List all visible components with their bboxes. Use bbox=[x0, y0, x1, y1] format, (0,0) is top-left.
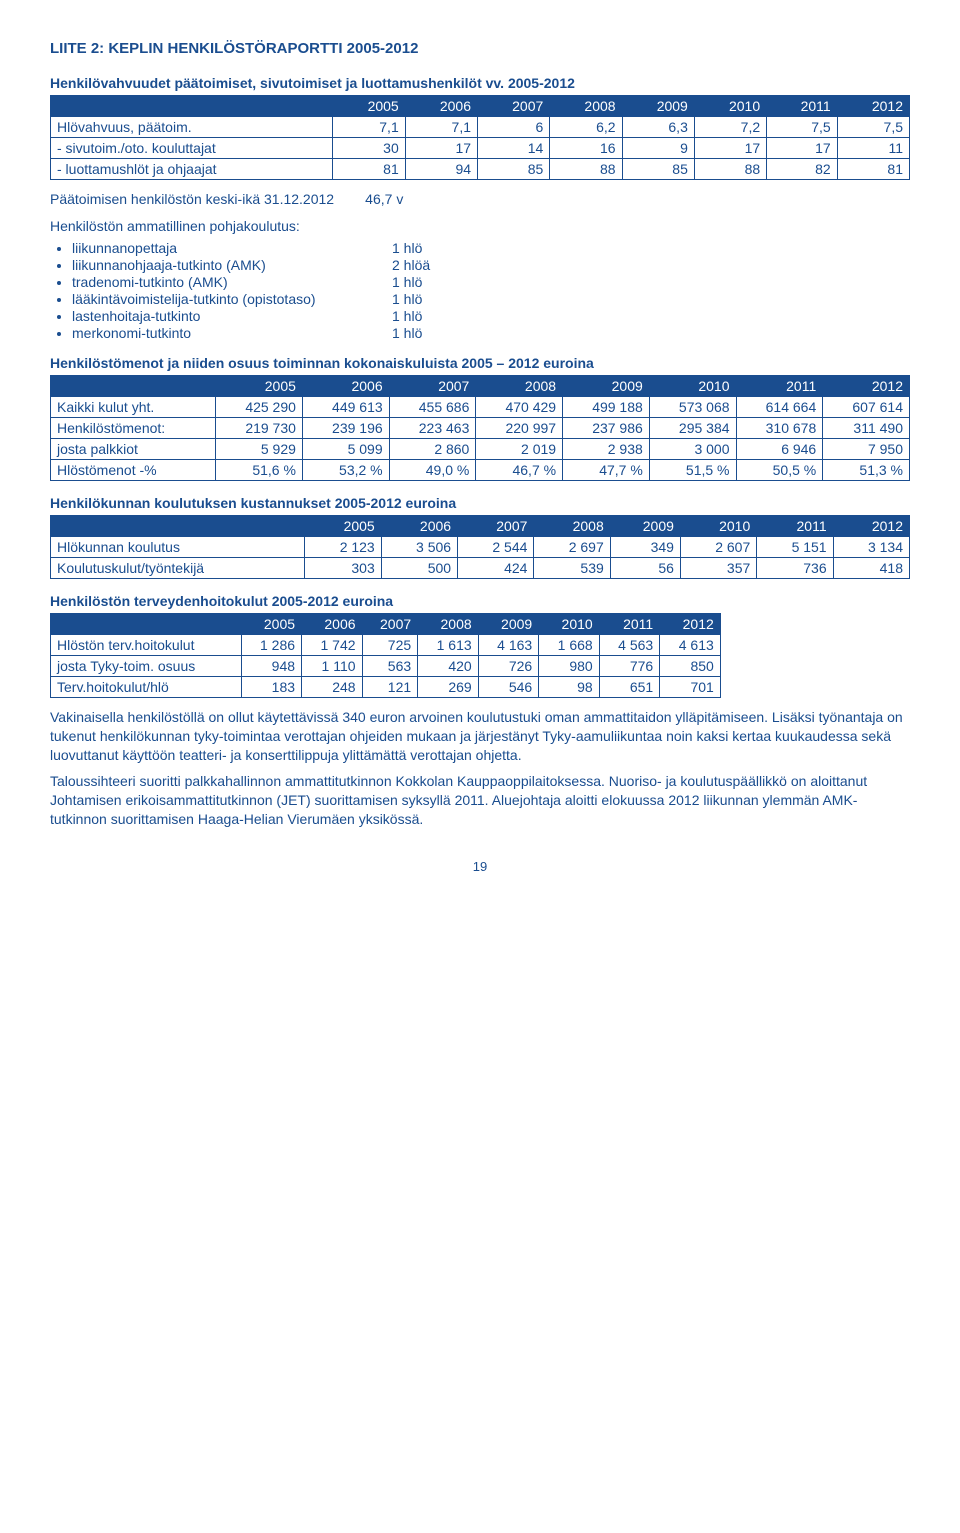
t1-r0-l: Hlövahvuus, päätoim. bbox=[51, 117, 333, 138]
list-item: merkonomi-tutkinto1 hlö bbox=[72, 325, 910, 341]
table-row: josta palkkiot5 9295 0992 8602 0192 9383… bbox=[51, 438, 910, 459]
list-item: liikunnanopettaja1 hlö bbox=[72, 240, 910, 256]
t1-y2: 2007 bbox=[478, 96, 550, 117]
table-row: Henkilöstömenot:219 730239 196223 463220… bbox=[51, 417, 910, 438]
table-row: Hlövahvuus, päätoim. 7,17,166,26,37,27,5… bbox=[51, 117, 910, 138]
t1-y4: 2009 bbox=[622, 96, 694, 117]
t1: 2005 2006 2007 2008 2009 2010 2011 2012 … bbox=[50, 95, 910, 180]
t1-caption: Henkilövahvuudet päätoimiset, sivutoimis… bbox=[50, 75, 910, 91]
t4-caption: Henkilöstön terveydenhoitokulut 2005-201… bbox=[50, 593, 910, 609]
pohja-caption: Henkilöstön ammatillinen pohjakoulutus: bbox=[50, 217, 910, 236]
table-row: Hlöstömenot -%51,6 %53,2 %49,0 %46,7 %47… bbox=[51, 459, 910, 480]
page-number: 19 bbox=[50, 859, 910, 874]
t2-caption: Henkilöstömenot ja niiden osuus toiminna… bbox=[50, 355, 910, 371]
t4: 20052006200720082009201020112012 Hlöstön… bbox=[50, 613, 721, 698]
table-row: - sivutoim./oto. kouluttajat 30171416917… bbox=[51, 138, 910, 159]
list-item: tradenomi-tutkinto (AMK)1 hlö bbox=[72, 274, 910, 290]
table-row: Kaikki kulut yht.425 290449 613455 68647… bbox=[51, 396, 910, 417]
keski-ika: Päätoimisen henkilöstön keski-ikä 31.12.… bbox=[50, 190, 910, 209]
list-item: lastenhoitaja-tutkinto1 hlö bbox=[72, 308, 910, 324]
t1-r2-l: - luottamushlöt ja ohjaajat bbox=[51, 159, 333, 180]
table-row: Hlökunnan koulutus2 1233 5062 5442 69734… bbox=[51, 536, 910, 557]
table-row: Terv.hoitokulut/hlö183248121269546986517… bbox=[51, 676, 721, 697]
t1-y5: 2010 bbox=[694, 96, 766, 117]
list-item: lääkintävoimistelija-tutkinto (opistotas… bbox=[72, 291, 910, 307]
table-row: Hlöstön terv.hoitokulut1 2861 7427251 61… bbox=[51, 634, 721, 655]
para-2: Taloussihteeri suoritti palkkahallinnon … bbox=[50, 772, 910, 829]
t3-caption: Henkilökunnan koulutuksen kustannukset 2… bbox=[50, 495, 910, 511]
t2: 20052006200720082009201020112012 Kaikki … bbox=[50, 375, 910, 481]
t1-y0: 2005 bbox=[333, 96, 405, 117]
para-1: Vakinaisella henkilöstöllä on ollut käyt… bbox=[50, 708, 910, 765]
table-row: - luottamushlöt ja ohjaajat 819485888588… bbox=[51, 159, 910, 180]
t1-y3: 2008 bbox=[550, 96, 622, 117]
t1-y1: 2006 bbox=[405, 96, 477, 117]
pohja-list: liikunnanopettaja1 hlö liikunnanohjaaja-… bbox=[50, 240, 910, 341]
t1-y7: 2012 bbox=[837, 96, 909, 117]
page-title: LIITE 2: KEPLIN HENKILÖSTÖRAPORTTI 2005-… bbox=[50, 40, 910, 57]
t1-r1-l: - sivutoim./oto. kouluttajat bbox=[51, 138, 333, 159]
t3: 20052006200720082009201020112012 Hlökunn… bbox=[50, 515, 910, 579]
t1-y6: 2011 bbox=[767, 96, 838, 117]
table-row: Koulutuskulut/työntekijä3035004245395635… bbox=[51, 557, 910, 578]
list-item: liikunnanohjaaja-tutkinto (AMK)2 hlöä bbox=[72, 257, 910, 273]
table-row: josta Tyky-toim. osuus9481 1105634207269… bbox=[51, 655, 721, 676]
